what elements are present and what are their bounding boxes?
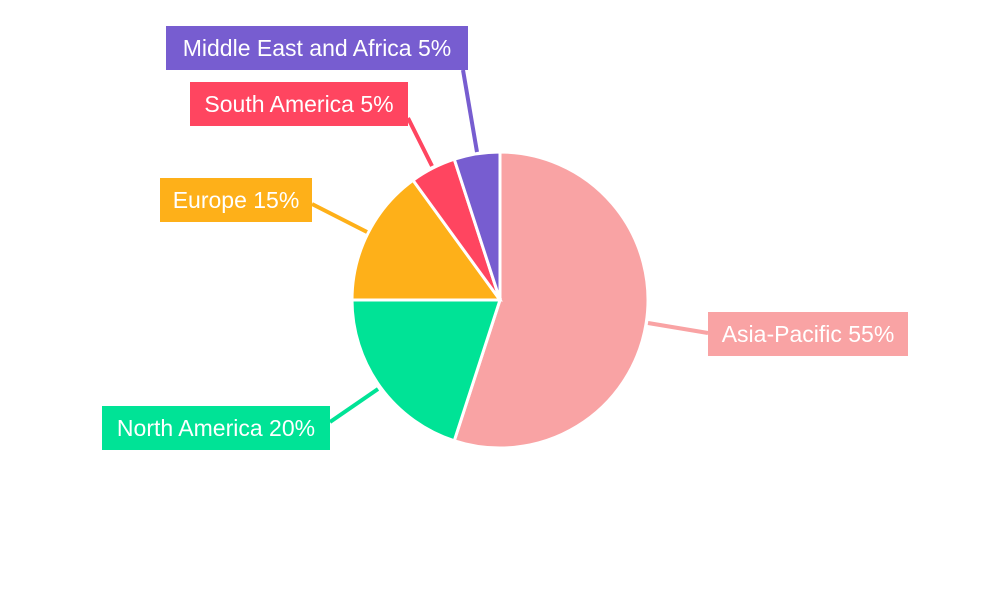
label-text: Middle East and Africa 5% <box>183 35 451 61</box>
slice-middle-east-and-africa[interactable] <box>452 150 502 301</box>
leader-line <box>461 69 479 153</box>
leader-line <box>311 202 368 234</box>
slice-asia-pacific[interactable] <box>452 150 650 450</box>
label-text: Asia-Pacific 55% <box>722 321 895 347</box>
label-box <box>708 312 908 356</box>
label-text: South America 5% <box>204 91 393 117</box>
slice-north-america[interactable] <box>350 298 503 443</box>
label-box <box>166 26 468 70</box>
data-label: North America 20% <box>102 387 380 450</box>
leader-line <box>647 321 709 335</box>
label-box <box>160 178 312 222</box>
slice-europe[interactable] <box>350 178 503 302</box>
data-label: Middle East and Africa 5% <box>166 26 479 153</box>
label-box <box>102 406 330 450</box>
leader-line <box>328 387 380 424</box>
slices <box>350 150 650 450</box>
data-label: South America 5% <box>190 82 434 167</box>
leader-line <box>406 117 434 167</box>
label-text: Europe 15% <box>173 187 300 213</box>
label-text: North America 20% <box>117 415 315 441</box>
data-label: Asia-Pacific 55% <box>647 312 908 356</box>
label-box <box>190 82 408 126</box>
data-label: Europe 15% <box>160 178 368 234</box>
